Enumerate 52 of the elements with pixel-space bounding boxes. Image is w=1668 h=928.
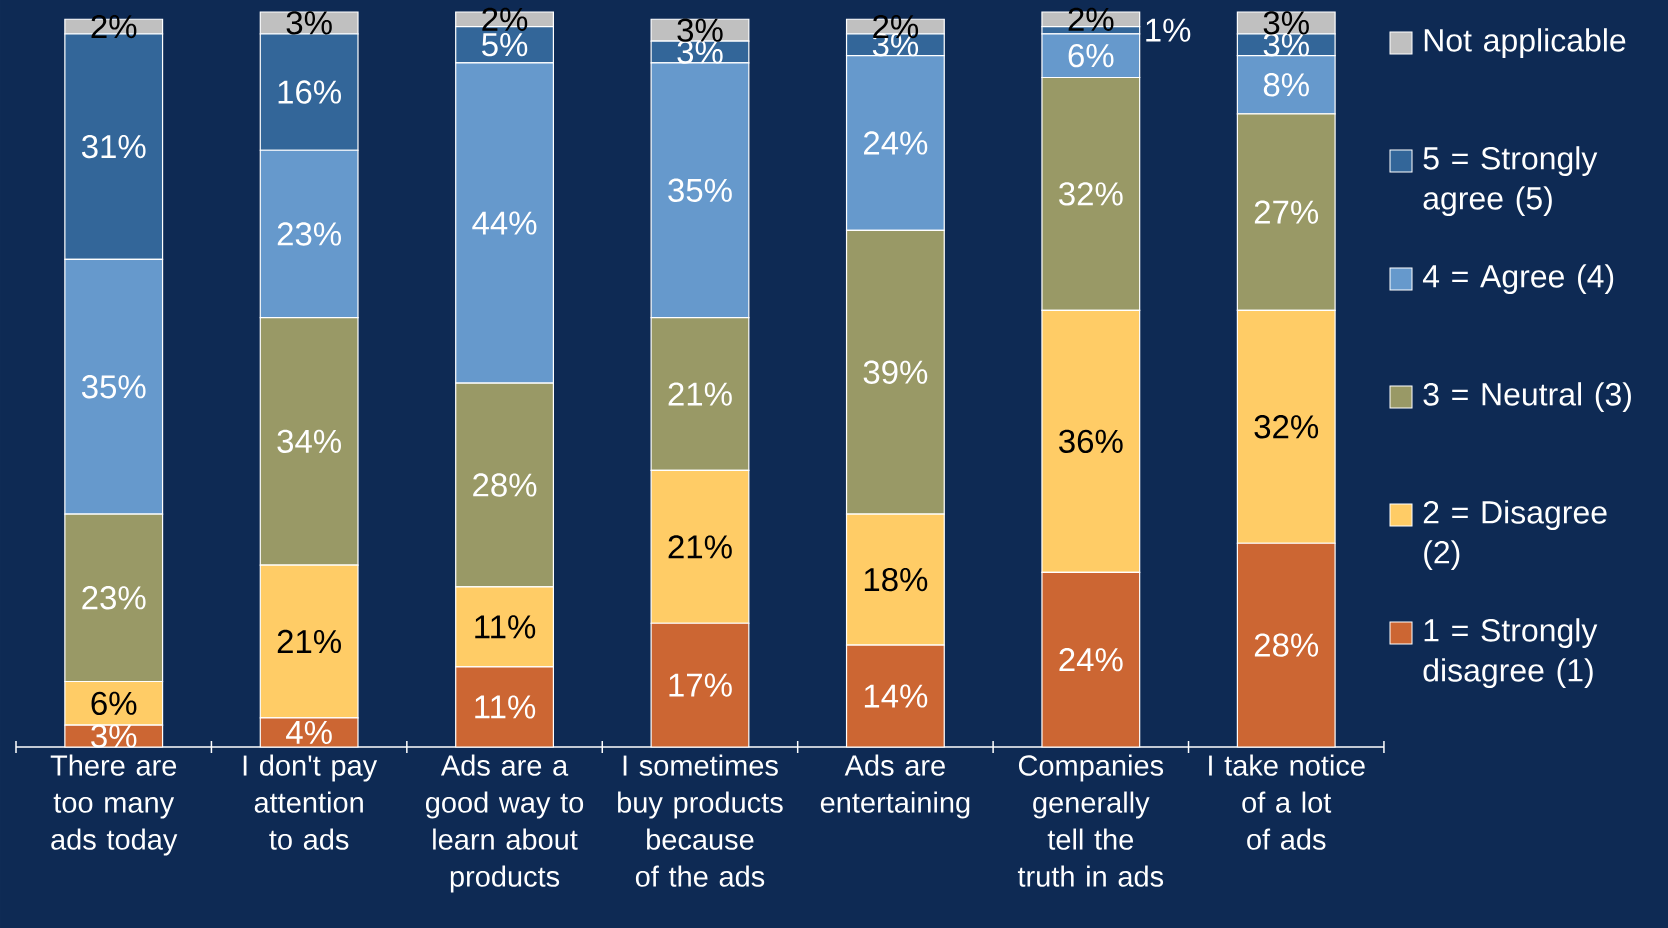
x-tick-label: Ads are a good way to learn about products bbox=[425, 754, 584, 893]
data-label: 36% bbox=[1059, 429, 1123, 454]
data-label: 21% bbox=[668, 382, 732, 406]
data-label: 28% bbox=[473, 473, 537, 497]
data-label: 17% bbox=[669, 673, 732, 697]
x-tick-label: I don't pay attention to ads bbox=[243, 754, 378, 850]
x-tick-label: Ads are entertaining bbox=[820, 754, 970, 819]
x-tick-label: Companies generally tell the truth in ads bbox=[1017, 754, 1164, 887]
data-label: 2% bbox=[482, 7, 528, 31]
data-label: 39% bbox=[863, 360, 928, 384]
data-label: 3% bbox=[91, 724, 137, 748]
data-label: 2% bbox=[91, 14, 137, 39]
x-tick-label: I take notice of a lot of ads bbox=[1209, 754, 1365, 850]
data-label: 23% bbox=[82, 586, 146, 610]
data-label: 32% bbox=[1059, 182, 1123, 206]
data-label: 5% bbox=[482, 33, 528, 57]
data-label: 44% bbox=[472, 211, 537, 235]
data-label: 34% bbox=[277, 429, 341, 454]
data-label: 3% bbox=[677, 40, 723, 64]
data-label: 23% bbox=[277, 222, 341, 246]
data-label: 3% bbox=[677, 18, 723, 42]
data-label: 2% bbox=[1068, 7, 1114, 31]
data-label: 1% bbox=[1146, 18, 1191, 42]
legend-label: 5 = Strongly agree (5) bbox=[1423, 146, 1598, 217]
data-label: 6% bbox=[1068, 43, 1114, 68]
data-label: 27% bbox=[1254, 200, 1319, 224]
data-label: 21% bbox=[668, 535, 732, 559]
data-label: 35% bbox=[668, 178, 732, 202]
data-label: 21% bbox=[277, 629, 341, 654]
data-label: 16% bbox=[278, 80, 341, 104]
x-tick-label: I sometimes buy products because of the ads bbox=[618, 754, 783, 887]
data-label: 14% bbox=[864, 684, 928, 708]
data-label: 24% bbox=[864, 131, 928, 155]
data-label: 4% bbox=[286, 720, 332, 744]
legend-label: 4 = Agree (4) bbox=[1422, 264, 1614, 295]
legend-label: 2 = Disagree (2) bbox=[1423, 500, 1607, 570]
legend-label: Not applicable bbox=[1424, 28, 1626, 59]
data-label: 28% bbox=[1254, 633, 1319, 657]
data-label: 3% bbox=[286, 11, 332, 35]
x-tick-label: There are too many ads today bbox=[50, 754, 178, 856]
data-label: 11% bbox=[475, 615, 536, 639]
data-label: 18% bbox=[864, 567, 928, 592]
data-label: 6% bbox=[91, 691, 137, 716]
data-label: 3% bbox=[1263, 11, 1309, 35]
data-label: 32% bbox=[1254, 415, 1319, 439]
legend-label: 3 = Neutral (3) bbox=[1423, 382, 1631, 412]
data-label: 35% bbox=[81, 375, 146, 399]
legend-label: 1 = Strongly disagree (1) bbox=[1423, 618, 1598, 689]
data-label: 24% bbox=[1059, 648, 1123, 672]
data-label: 31% bbox=[81, 134, 146, 159]
data-label: 11% bbox=[475, 695, 536, 719]
data-label: 8% bbox=[1263, 73, 1309, 97]
